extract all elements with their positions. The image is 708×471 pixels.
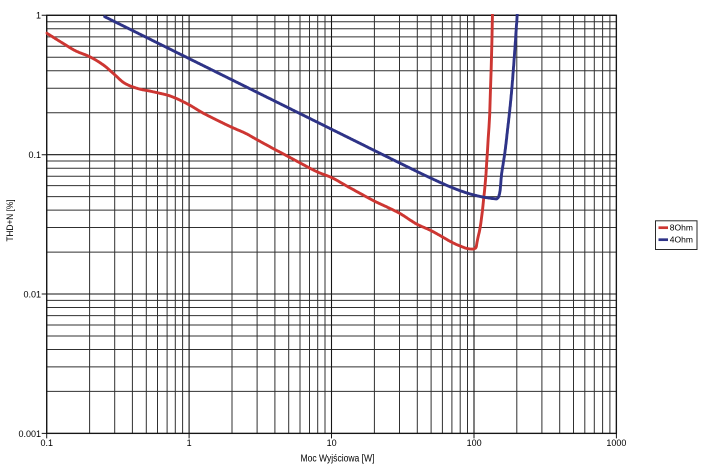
svg-text:1: 1 [36,11,41,21]
svg-text:10: 10 [327,438,337,448]
svg-text:4Ohm: 4Ohm [670,235,693,245]
svg-text:THD+N [%]: THD+N [%] [5,200,15,242]
svg-text:1: 1 [187,438,192,448]
svg-text:100: 100 [467,438,482,448]
svg-text:Moc Wyjściowa [W]: Moc Wyjściowa [W] [301,454,375,465]
svg-text:0.01: 0.01 [23,290,41,300]
svg-text:0.1: 0.1 [40,438,53,448]
svg-text:1000: 1000 [606,438,626,448]
svg-text:0.1: 0.1 [28,150,41,160]
svg-text:0.001: 0.001 [18,429,41,439]
svg-text:8Ohm: 8Ohm [670,223,693,233]
